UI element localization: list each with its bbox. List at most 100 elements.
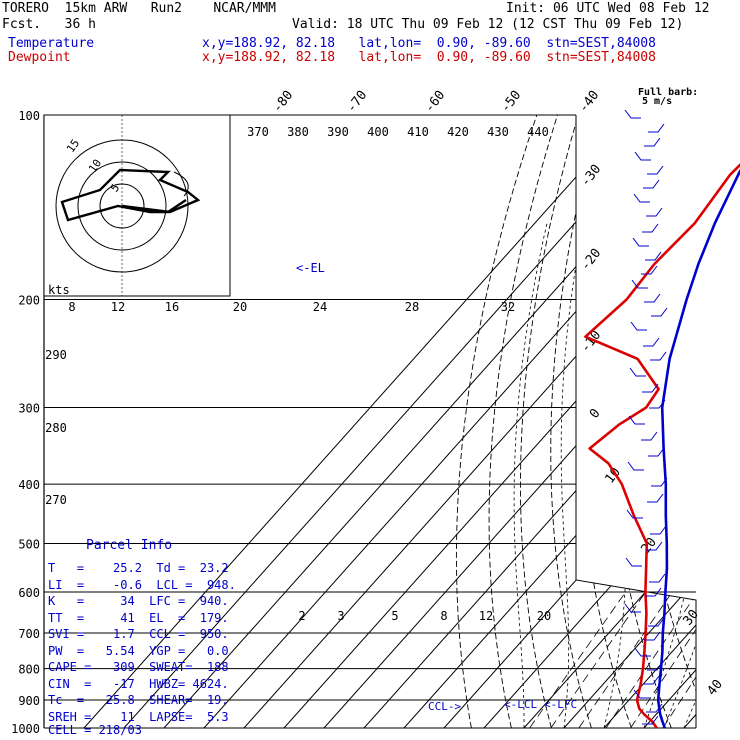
wind-barb — [644, 137, 661, 147]
model-title: TORERO 15km ARW Run2 NCAR/MMM — [2, 1, 276, 16]
isotherm-line — [523, 115, 696, 728]
wind-barb — [625, 557, 642, 567]
wind-barb — [632, 237, 649, 247]
pressure-tick-label: 400 — [18, 478, 40, 492]
isotherm-line — [483, 115, 696, 728]
pressure-tick-label: 200 — [18, 294, 40, 308]
wind-barb — [648, 447, 665, 457]
header: TORERO 15km ARW Run2 NCAR/MMM Init: 06 U… — [0, 0, 740, 70]
wind-barb — [630, 321, 647, 331]
wind-barb — [633, 689, 650, 699]
pressure-tick-label: 500 — [18, 537, 40, 551]
wind-barbs — [624, 109, 668, 725]
dewpoint-legend: Dewpoint — [8, 50, 71, 65]
temperature-legend: Temperature — [8, 36, 95, 51]
valid-time: Valid: 18 UTC Thu 09 Feb 12 (12 CST Thu … — [292, 17, 684, 32]
hodograph-ring — [77, 161, 167, 251]
lfc-marker: <-LFC — [544, 698, 577, 711]
wind-barb — [643, 179, 660, 189]
pressure-tick-label: 100 — [18, 109, 40, 123]
mixing-ratio-label: 5 — [391, 609, 398, 623]
parcel-info-title: Parcel Info — [86, 538, 173, 553]
speed-tick-label: 16 — [165, 300, 179, 314]
dewpoint-profile — [584, 163, 740, 729]
speed-tick-label: 32 — [501, 300, 515, 314]
pressure-tick-label: 600 — [18, 586, 40, 600]
speed-tick-label: 24 — [313, 300, 327, 314]
profiles — [584, 163, 740, 729]
moist-adiabat-line — [560, 222, 584, 728]
parcel-row: Tc = 25.8 SHEAR= 19. — [48, 693, 229, 707]
wind-barb — [631, 279, 648, 289]
parcel-row: LI = -0.6 LCL = 948. — [48, 577, 236, 592]
temperature-profile — [656, 168, 740, 729]
parcel-row: CIN = -17 HWBZ= 4624. — [48, 676, 229, 691]
parcel-row: SREH = 11 LAPSE= 5.3 — [48, 709, 229, 724]
moist-adiabat-line — [724, 223, 740, 728]
speed-tick-label: 28 — [405, 300, 419, 314]
wind-barb — [647, 661, 664, 671]
wind-barb — [634, 647, 651, 657]
moist-adiabat-line — [663, 222, 696, 728]
hodograph-unit-label: kts — [48, 283, 70, 297]
wind-barb — [648, 617, 665, 627]
theta-label: 390 — [327, 125, 349, 139]
wind-barb — [647, 493, 664, 503]
wind-barb — [651, 307, 668, 317]
theta-label: 420 — [447, 125, 469, 139]
wind-barb — [645, 587, 662, 597]
wind-barb — [644, 631, 661, 641]
theta-label: 440 — [527, 125, 549, 139]
mixing-ratio-label: 12 — [479, 609, 493, 623]
hodograph-ring-label: 10 — [86, 157, 104, 175]
isotherm-line — [83, 115, 632, 728]
wind-barb — [642, 715, 659, 725]
wind-barb — [643, 337, 660, 347]
theta-label: 370 — [247, 125, 269, 139]
barb-legend-unit: 5 m/s — [642, 96, 672, 107]
speed-tick-label: 20 — [233, 300, 247, 314]
isotherm-tick-label: -20 — [578, 246, 604, 274]
moist-adiabat-line — [643, 222, 696, 728]
isotherm-tick-label: -50 — [498, 88, 524, 116]
moist-adiabat-line — [704, 223, 740, 728]
wind-barb — [641, 431, 658, 441]
dry-adiabat-line — [736, 115, 740, 728]
isotherm-tick-label: 30 — [681, 607, 702, 629]
pressure-tick-label: 300 — [18, 401, 40, 415]
wind-barb — [644, 293, 661, 303]
parcel-info-box: Parcel Info T = 25.2 Td = 23.2 LI = -0.6… — [44, 536, 236, 737]
mixing-ratio-label: 2 — [298, 609, 305, 623]
isotherm-line — [403, 115, 696, 728]
dry-adiabat-line — [550, 115, 600, 728]
theta-label: 380 — [287, 125, 309, 139]
wind-barb — [624, 603, 641, 613]
theta-label-left: 280 — [45, 421, 67, 435]
isotherm-line — [643, 115, 696, 728]
parcel-row: PW = 5.54 YGP = 0.0 — [48, 643, 229, 658]
dry-adiabat-line — [520, 115, 579, 728]
parcel-row: T = 25.2 Td = 23.2 — [48, 561, 229, 575]
isotherm-line — [443, 115, 696, 728]
mixing-ratio-label: 3 — [337, 609, 344, 623]
hodograph-arc — [173, 171, 189, 197]
mixing-ratio-label: 8 — [440, 609, 447, 623]
isotherm-line — [683, 115, 696, 728]
wind-barb — [646, 541, 663, 551]
wind-barb — [642, 223, 659, 233]
isotherm-line — [724, 115, 740, 728]
el-marker: <-EL — [296, 261, 325, 275]
wind-barb — [643, 675, 660, 685]
mixing-ratio-line — [662, 591, 696, 728]
isotherm-tick-label: -60 — [422, 88, 448, 116]
isotherm-line — [363, 115, 696, 728]
wind-barb — [627, 461, 644, 471]
lcl-marker: <-LCL — [504, 698, 537, 711]
speed-tick-label: 12 — [111, 300, 125, 314]
ccl-marker: CCL-> — [428, 700, 461, 713]
theta-label: 430 — [487, 125, 509, 139]
dry-adiabat-line — [455, 115, 538, 728]
isotherm-line — [203, 115, 696, 728]
dry-adiabat-line — [488, 115, 558, 728]
